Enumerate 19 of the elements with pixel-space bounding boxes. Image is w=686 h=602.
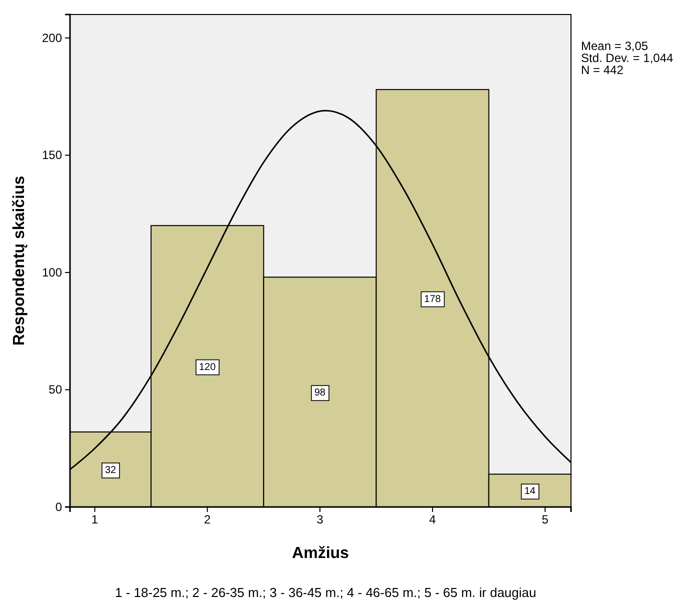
- x-tick-label: 4: [429, 512, 436, 527]
- y-tick-label: 50: [48, 382, 62, 397]
- data-label: 14: [524, 486, 536, 498]
- x-tick-label: 2: [204, 512, 212, 527]
- data-label: 98: [314, 388, 326, 399]
- x-tick-label: 1: [91, 512, 98, 527]
- text: 1 - 18-25 m.; 2 - 26-35 m.; 3 - 36-45 m.; 4 - 46-65 m.; 5 - 65 m. ir daugiau: [115, 585, 536, 600]
- y-tick-label: 0: [55, 500, 62, 514]
- y-axis-title: Respondentų skaičius: [11, 176, 28, 346]
- x-tick-label: 5: [542, 512, 549, 527]
- data-label: 178: [424, 294, 442, 305]
- x-axis-title: Amžius: [292, 545, 350, 562]
- data-label: 120: [199, 362, 216, 373]
- y-tick-label: 150: [42, 148, 62, 162]
- y-tick-label: 100: [42, 265, 62, 280]
- data-label: 32: [104, 464, 117, 476]
- x-tick-label: 3: [316, 512, 324, 527]
- y-tick-label: 200: [42, 30, 62, 45]
- text: Mean = 3,05 Std. Dev. = 1,044 N = 442: [581, 39, 674, 77]
